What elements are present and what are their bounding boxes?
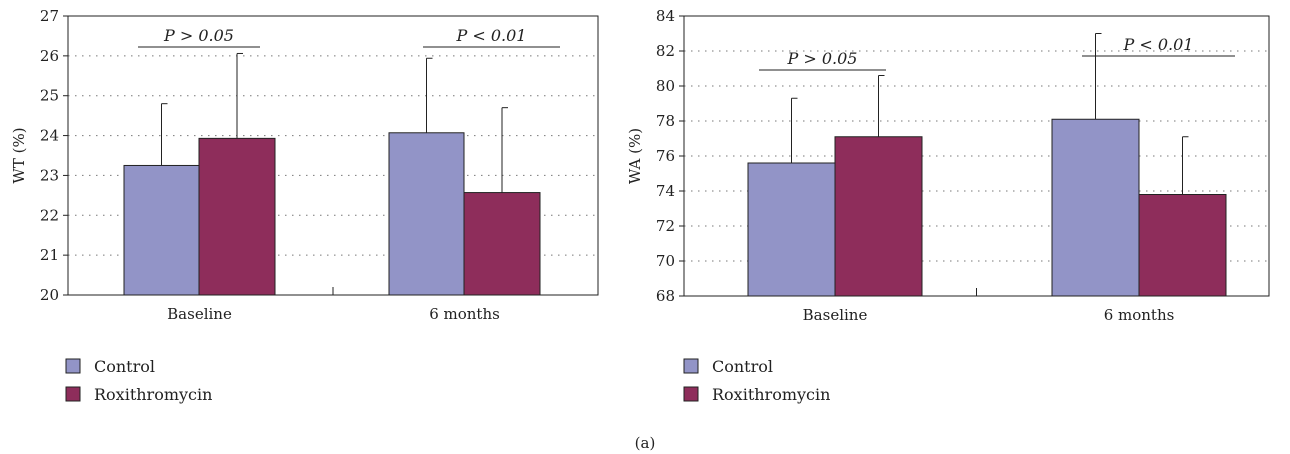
significance-label: P > 0.05 xyxy=(163,26,234,45)
significance-label: P < 0.01 xyxy=(1123,35,1194,54)
legend-label: Control xyxy=(712,357,773,376)
bar-roxithromycin-2 xyxy=(1138,194,1227,297)
bar-roxithromycin-2 xyxy=(463,192,541,296)
y-tick-label: 21 xyxy=(40,246,59,264)
x-category-label: Baseline xyxy=(167,305,232,323)
y-axis-label: WT (%) xyxy=(10,127,28,183)
x-category-label: 6 months xyxy=(429,305,500,323)
bar-control-1 xyxy=(123,164,200,296)
bar-control-1 xyxy=(747,162,836,297)
y-tick-label: 20 xyxy=(40,286,59,304)
y-tick-label: 22 xyxy=(40,206,59,224)
y-axis-label: WA (%) xyxy=(626,128,644,184)
chart-panel-1: 20 21 22 23 24 25 26 27 WT (%) Baseline 6 months P … xyxy=(10,7,599,404)
bar-control-2 xyxy=(1051,118,1140,297)
y-tick-label: 74 xyxy=(656,182,675,200)
y-tick-label: 72 xyxy=(656,217,675,235)
significance-label: P < 0.01 xyxy=(456,26,527,45)
y-tick-label: 27 xyxy=(40,7,59,25)
bar-control-2 xyxy=(388,132,465,296)
legend-label: Roxithromycin xyxy=(94,385,212,404)
bar-roxithromycin-1 xyxy=(198,137,276,296)
x-category-label: 6 months xyxy=(1104,306,1175,324)
y-tick-label: 84 xyxy=(656,7,675,25)
y-tick-label: 23 xyxy=(40,166,59,184)
y-tick-label: 25 xyxy=(40,87,59,105)
y-tick-label: 68 xyxy=(656,287,675,305)
figure-caption: (a) xyxy=(634,434,656,452)
y-tick-label: 26 xyxy=(40,47,59,65)
chart-panel-2: 68 70 72 74 76 78 80 82 84 WA (%) Baseline 6 months… xyxy=(626,7,1270,404)
legend-label: Control xyxy=(94,357,155,376)
y-tick-label: 82 xyxy=(656,42,675,60)
legend-label: Roxithromycin xyxy=(712,385,830,404)
x-category-label: Baseline xyxy=(803,306,868,324)
y-tick-label: 24 xyxy=(40,127,59,145)
y-tick-label: 76 xyxy=(656,147,675,165)
y-tick-label: 78 xyxy=(656,112,675,130)
legend-swatch xyxy=(65,386,81,402)
legend-swatch xyxy=(683,358,699,374)
y-tick-label: 80 xyxy=(656,77,675,95)
significance-label: P > 0.05 xyxy=(787,49,858,68)
legend-swatch xyxy=(65,358,81,374)
y-tick-label: 70 xyxy=(656,252,675,270)
bar-roxithromycin-1 xyxy=(834,136,923,297)
legend-swatch xyxy=(683,386,699,402)
